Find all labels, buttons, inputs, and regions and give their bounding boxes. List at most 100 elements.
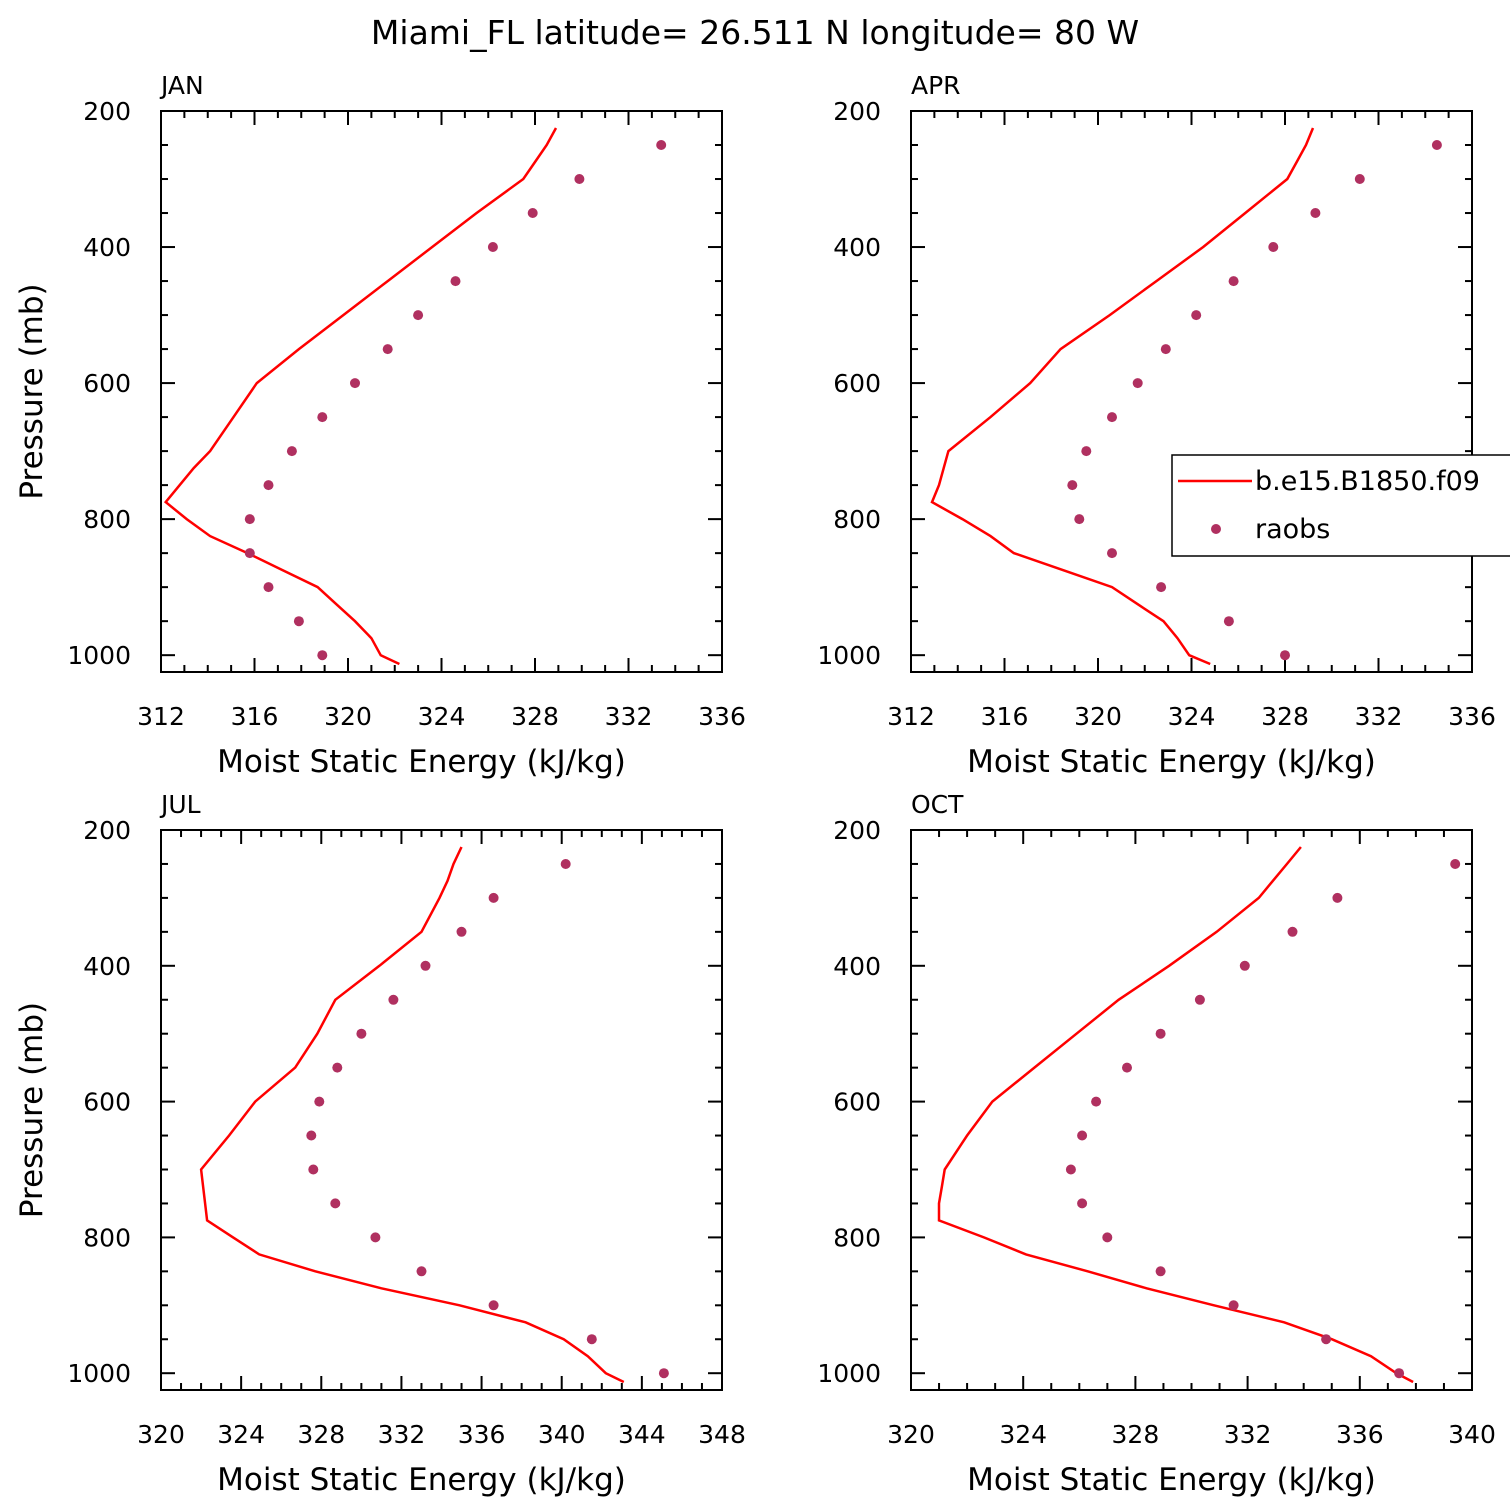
- y-tick-label: 400: [83, 233, 131, 262]
- x-axis-label: Moist Static Energy (kJ/kg): [217, 744, 626, 780]
- y-tick-label: 200: [83, 97, 131, 126]
- obs-point: [308, 1164, 319, 1175]
- obs-point: [1239, 960, 1250, 971]
- obs-point: [1155, 1028, 1166, 1039]
- x-tick-label: 332: [1355, 702, 1403, 731]
- panel-frame: [160, 829, 723, 1391]
- panel-jan: JAN 312 316 320 324 328 332 336 200 400 600 800 1000…: [14, 71, 746, 780]
- obs-point: [1450, 859, 1461, 869]
- model-series-line: [199, 846, 625, 1384]
- obs-point: [1191, 310, 1202, 321]
- legend-obs-marker: [1211, 524, 1221, 534]
- obs-point: [1223, 616, 1234, 627]
- legend: b.e15.B1850.f09 raobs: [1171, 454, 1510, 557]
- obs-point: [382, 344, 393, 355]
- obs-point: [1228, 1300, 1239, 1311]
- obs-point: [1102, 1232, 1113, 1243]
- x-tick-label: 320: [324, 702, 372, 731]
- y-tick-label: 800: [83, 1223, 131, 1252]
- obs-point: [370, 1232, 381, 1243]
- x-tick-label: 324: [217, 1420, 265, 1449]
- obs-point: [1321, 1334, 1332, 1345]
- obs-point: [1310, 208, 1321, 218]
- obs-point: [1431, 140, 1442, 150]
- x-tick-label: 328: [1261, 702, 1309, 731]
- obs-point: [1122, 1062, 1132, 1073]
- legend-obs-label: raobs: [1255, 514, 1330, 545]
- obs-point: [263, 480, 274, 491]
- x-tick-label: 336: [1448, 702, 1496, 731]
- model-series-line: [930, 127, 1315, 666]
- obs-point: [332, 1062, 343, 1073]
- obs-point: [1107, 548, 1117, 559]
- obs-point: [416, 1266, 427, 1277]
- y-tick-label: 600: [833, 1088, 881, 1117]
- x-tick-label: 324: [1168, 702, 1216, 731]
- x-tick-label: 328: [1112, 1420, 1160, 1449]
- x-tick-label: 328: [297, 1420, 345, 1449]
- obs-point: [314, 1096, 325, 1107]
- obs-point: [1156, 582, 1167, 593]
- x-tick-label: 332: [1224, 1420, 1272, 1449]
- obs-point: [1081, 446, 1092, 457]
- obs-point: [656, 140, 667, 150]
- obs-point: [574, 174, 585, 184]
- obs-point: [456, 926, 467, 937]
- obs-point: [1354, 174, 1365, 184]
- x-tick-label: 340: [1448, 1420, 1496, 1449]
- obs-point: [1077, 1130, 1088, 1141]
- x-axis-label: Moist Static Energy (kJ/kg): [967, 744, 1376, 780]
- x-tick-label: 312: [887, 702, 935, 731]
- obs-point: [1077, 1198, 1088, 1209]
- obs-point: [413, 310, 424, 321]
- x-tick-label: 328: [511, 702, 559, 731]
- y-tick-label: 600: [833, 369, 881, 398]
- x-tick-label: 320: [1074, 702, 1122, 731]
- y-tick-label: 200: [83, 816, 131, 845]
- y-tick-label: 600: [83, 369, 131, 398]
- x-tick-label: 316: [231, 702, 279, 731]
- obs-point: [1132, 378, 1143, 389]
- obs-point: [1268, 242, 1279, 252]
- obs-point: [586, 1334, 597, 1345]
- obs-point: [1394, 1368, 1405, 1379]
- x-tick-label: 324: [999, 1420, 1047, 1449]
- obs-point: [317, 650, 328, 661]
- obs-point: [560, 859, 571, 869]
- y-tick-label: 400: [833, 952, 881, 981]
- y-tick-label: 1000: [817, 641, 881, 670]
- x-tick-label: 336: [698, 702, 746, 731]
- legend-model-label: b.e15.B1850.f09: [1255, 466, 1480, 497]
- obs-point: [1091, 1096, 1102, 1107]
- y-tick-label: 800: [83, 505, 131, 534]
- y-tick-label: 200: [833, 816, 881, 845]
- obs-point: [420, 960, 431, 971]
- obs-point: [1280, 650, 1290, 661]
- obs-point: [388, 994, 399, 1005]
- obs-point: [1332, 892, 1343, 903]
- panel-frame: [910, 829, 1473, 1391]
- x-tick-label: 332: [378, 1420, 426, 1449]
- y-tick-label: 800: [833, 1223, 881, 1252]
- panel-label: JUL: [159, 790, 201, 819]
- panel-jul: JUL 320 324 328 332 336 340 344 348 200 400 600 800 1…: [14, 790, 746, 1498]
- obs-point: [350, 378, 360, 389]
- x-tick-label: 316: [981, 702, 1029, 731]
- panel-label: JAN: [159, 71, 204, 100]
- obs-point: [286, 446, 297, 457]
- obs-point: [1194, 994, 1205, 1005]
- x-tick-label: 336: [458, 1420, 506, 1449]
- obs-point: [488, 892, 499, 903]
- panels-group: JAN 312 316 320 324 328 332 336 200 400 600 800 1000…: [14, 71, 1496, 1498]
- obs-point: [1067, 480, 1078, 491]
- x-axis-label: Moist Static Energy (kJ/kg): [967, 1462, 1376, 1498]
- x-tick-label: 332: [605, 702, 653, 731]
- panel-label: OCT: [911, 790, 964, 819]
- obs-point: [658, 1368, 669, 1379]
- y-tick-label: 200: [833, 97, 881, 126]
- obs-point: [293, 616, 304, 627]
- obs-point: [527, 208, 538, 218]
- panel-label: APR: [911, 71, 961, 100]
- obs-point: [263, 582, 274, 593]
